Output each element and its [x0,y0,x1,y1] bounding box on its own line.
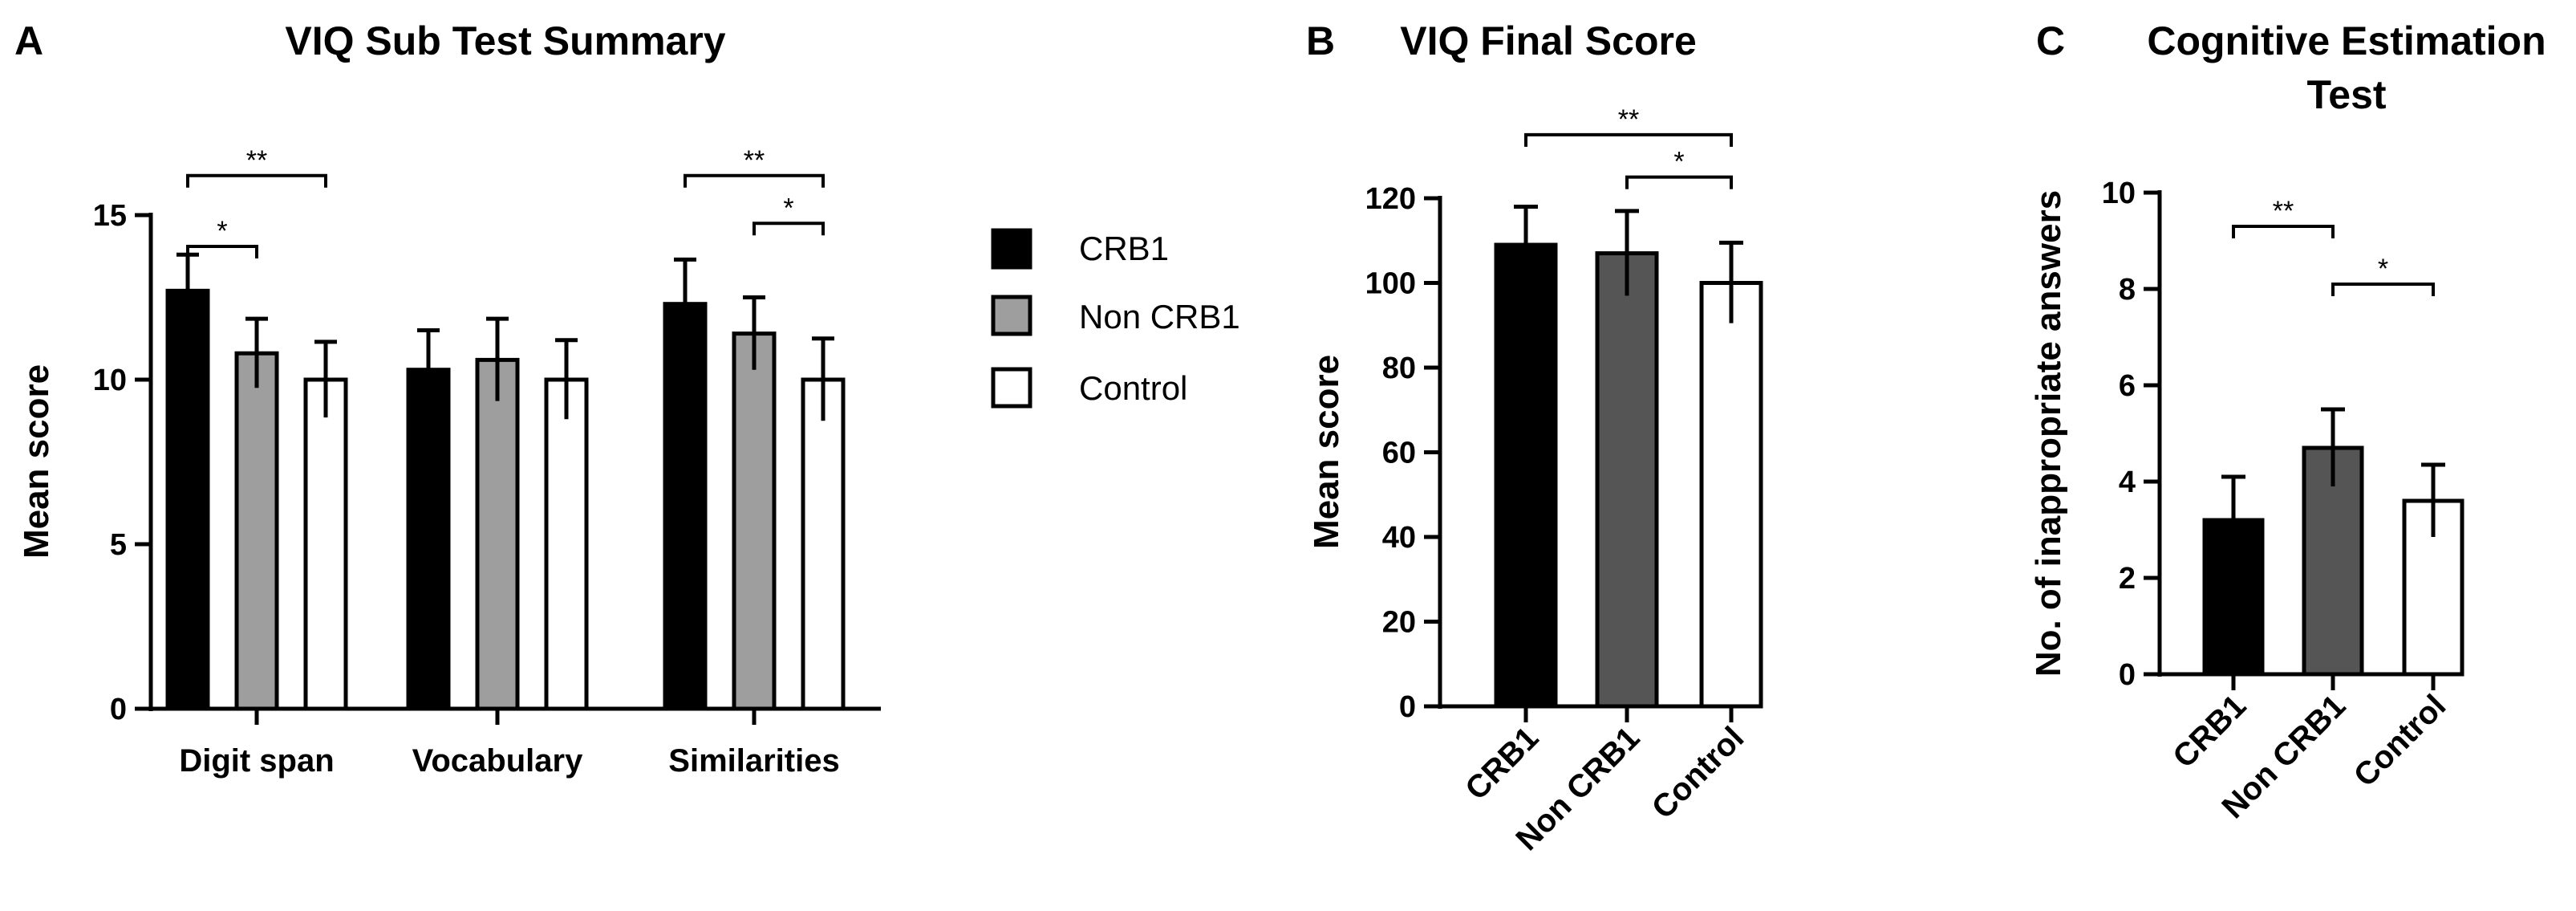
b-significance-bracket [1625,175,1733,189]
a-significance-label: ** [744,145,765,176]
a-bar-non-crb1 [234,351,279,711]
ylabel-a: Mean score [17,364,56,559]
a-bar-non-crb1 [732,331,777,711]
title-c-line2: Test [2306,72,2386,117]
legend-swatch-non-crb1 [991,295,1032,336]
a-bar-control [801,377,846,711]
panel-letter-c: C [2036,18,2065,63]
c-bar-crb1 [2202,518,2265,677]
b-category-label: Control [1645,720,1751,826]
title-a: VIQ Sub Test Summary [285,18,725,63]
a-significance-label: ** [246,145,267,176]
c-category-label: Control [2347,688,2453,794]
a-significance-label: * [217,216,227,246]
c-significance-label: ** [2273,196,2294,226]
b-significance-label: ** [1618,104,1639,135]
a-y-tick-label: 0 [110,693,127,726]
b-bar-control [1699,281,1763,709]
c-y-tick-label: 8 [2119,273,2136,307]
a-significance-label: * [783,193,793,223]
legend-swatch-control [991,367,1032,409]
legend-label-control: Control [1079,369,1187,407]
a-bar-crb1 [663,302,708,711]
title-c: Cognitive Estimation [2147,18,2546,63]
panel-letter-b: B [1306,18,1335,63]
a-significance-bracket [186,244,258,258]
b-y-tick-label: 80 [1382,352,1416,385]
c-significance-label: * [2378,254,2388,284]
a-bar-crb1 [406,368,451,711]
a-significance-bracket [684,173,825,188]
c-significance-bracket [2331,283,2435,296]
title-b: VIQ Final Score [1400,18,1697,63]
a-y-tick-label: 10 [93,364,127,397]
a-category-label: Vocabulary [412,743,583,779]
c-y-tick-label: 10 [2102,177,2136,210]
b-significance-label: * [1673,147,1684,177]
b-bar-non-crb1 [1595,251,1659,709]
b-significance-bracket [1524,132,1733,147]
panel-letter-a: A [14,18,43,63]
c-y-tick-label: 4 [2119,466,2136,499]
b-y-tick-label: 100 [1365,267,1416,301]
c-category-label: CRB1 [2166,688,2253,775]
c-y-tick-label: 2 [2119,562,2136,596]
c-y-tick-label: 0 [2119,658,2136,692]
ylabel-c: No. of inappropriate answers [2029,190,2068,677]
a-y-tick-label: 15 [93,199,127,233]
b-y-tick-label: 120 [1365,182,1416,216]
b-category-label: CRB1 [1458,720,1545,807]
ylabel-b: Mean score [1307,355,1346,549]
legend-label-crb1: CRB1 [1079,230,1169,267]
a-bar-non-crb1 [475,357,520,711]
c-y-tick-label: 6 [2119,369,2136,403]
a-bar-control [303,377,348,711]
b-y-tick-label: 20 [1382,606,1416,640]
b-bar-crb1 [1494,242,1558,709]
legend-label-non-crb1: Non CRB1 [1079,298,1240,336]
legend-swatch-crb1 [991,228,1032,270]
b-y-tick-label: 40 [1382,521,1416,555]
legend: CRB1 Non CRB1 Control [991,228,1240,409]
b-y-tick-label: 60 [1382,437,1416,470]
b-y-tick-label: 0 [1399,690,1416,724]
a-y-tick-label: 5 [110,528,127,562]
a-category-label: Digit span [179,743,334,779]
c-significance-bracket [2232,225,2335,238]
a-bar-crb1 [165,288,210,711]
a-bar-control [544,377,589,711]
a-significance-bracket [753,222,825,236]
a-significance-bracket [186,173,327,188]
a-category-label: Similarities [668,743,839,779]
